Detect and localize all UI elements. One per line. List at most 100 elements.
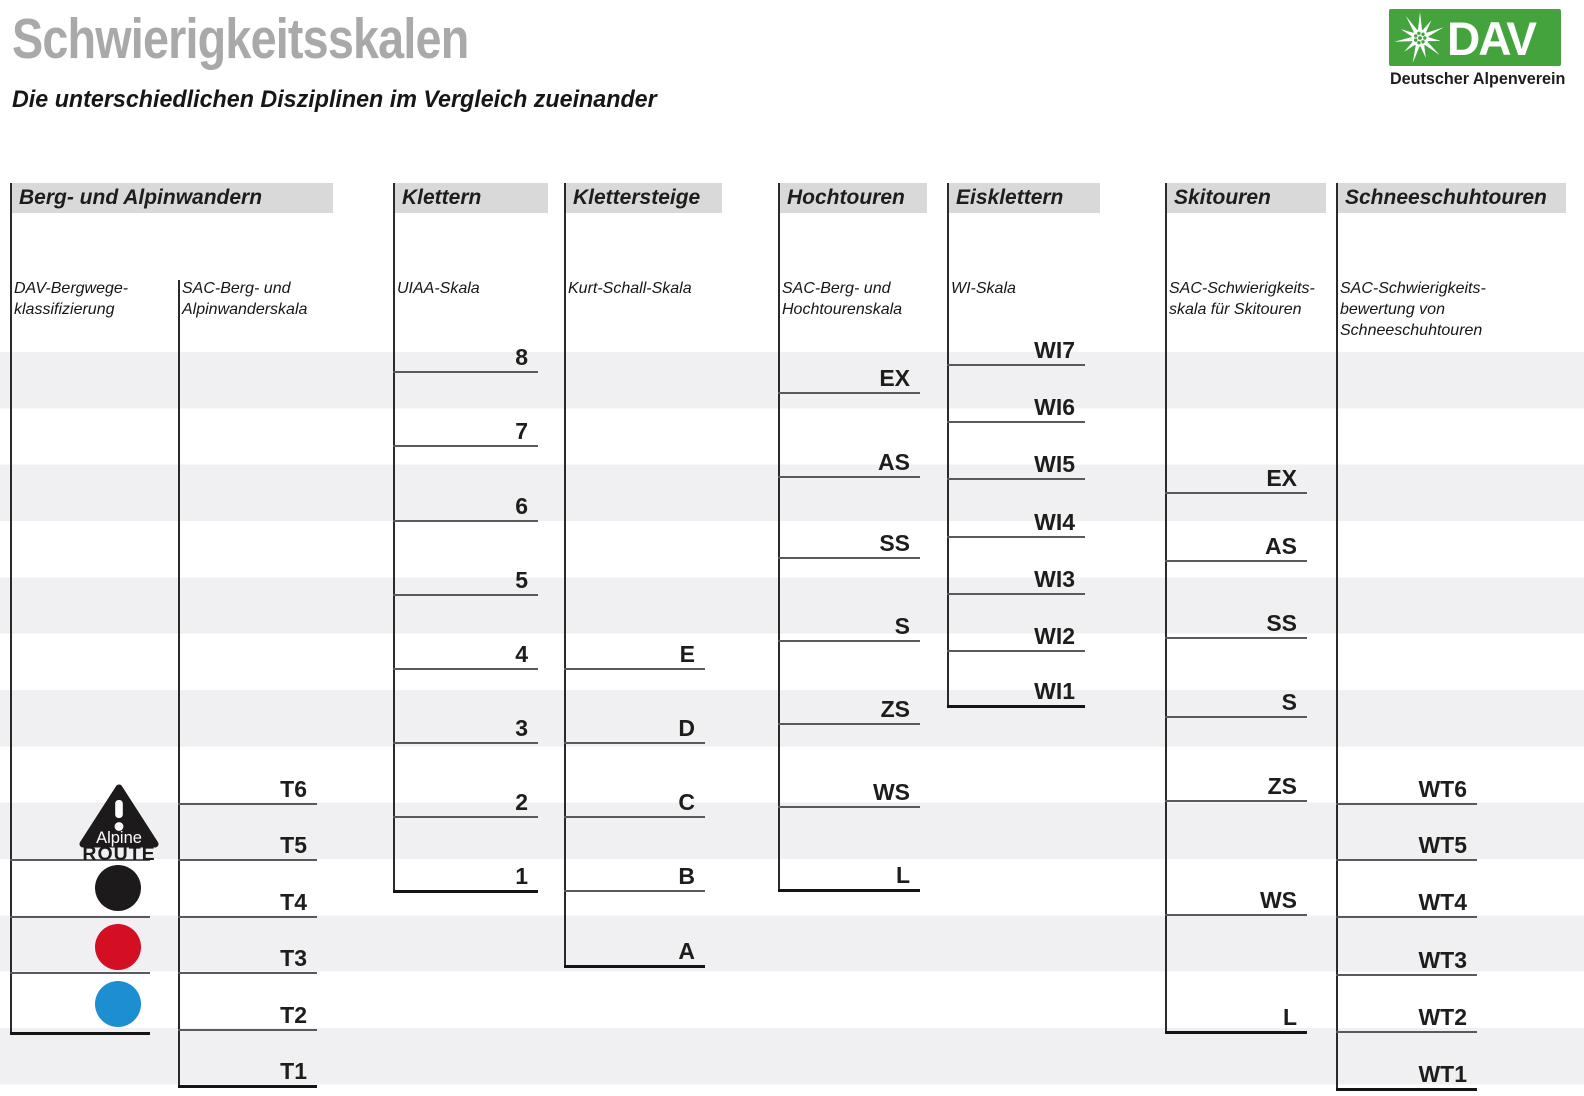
grade-line-sac-hochtourenskala-L xyxy=(778,889,920,892)
grade-label-sac-skitourenskala-WS: WS xyxy=(1259,886,1297,913)
grade-label-sac-alpinwanderskala-T6: T6 xyxy=(280,775,307,802)
grade-label-uiaa-skala-1: 1 xyxy=(515,862,528,889)
grade-line-uiaa-skala-5 xyxy=(393,594,538,596)
grade-line-uiaa-skala-7 xyxy=(393,445,538,447)
grade-label-sac-schneeschuhskala-WT1: WT1 xyxy=(1418,1060,1467,1087)
grade-label-sac-alpinwanderskala-T3: T3 xyxy=(280,944,307,971)
grade-label-sac-skitourenskala-EX: EX xyxy=(1266,464,1297,491)
column-header-klettersteige: Klettersteige xyxy=(564,183,722,213)
grade-line-sac-schneeschuhskala-WT3 xyxy=(1336,974,1477,976)
scale-caption-sac-schneeschuhskala: SAC-Schwierigkeits- bewertung von Schnee… xyxy=(1340,280,1486,339)
grade-label-wi-skala-WI6: WI6 xyxy=(1034,393,1075,420)
grade-line-uiaa-skala-8 xyxy=(393,371,538,373)
grade-label-sac-hochtourenskala-S: S xyxy=(894,612,910,639)
grade-line-wi-skala-WI2 xyxy=(947,650,1085,652)
red-dot-icon xyxy=(95,924,141,970)
grade-line-sac-hochtourenskala-AS xyxy=(778,476,920,478)
grade-line-kurt-schall-skala-D xyxy=(564,742,705,744)
grade-label-sac-skitourenskala-ZS: ZS xyxy=(1267,772,1297,799)
scale-border-sac-skitourenskala xyxy=(1165,183,1167,1031)
grade-label-uiaa-skala-5: 5 xyxy=(515,566,528,593)
grade-line-sac-schneeschuhskala-WT5 xyxy=(1336,859,1477,861)
grade-label-sac-alpinwanderskala-T2: T2 xyxy=(280,1001,307,1028)
grade-line-sac-skitourenskala-S xyxy=(1165,716,1307,718)
grade-label-sac-schneeschuhskala-WT6: WT6 xyxy=(1418,775,1467,802)
grade-line-sac-hochtourenskala-EX xyxy=(778,392,920,394)
scale-caption-sac-hochtourenskala: SAC-Berg- und Hochtourenskala xyxy=(782,280,903,318)
grade-label-sac-schneeschuhskala-WT3: WT3 xyxy=(1418,946,1467,973)
grade-label-sac-alpinwanderskala-T1: T1 xyxy=(280,1057,307,1084)
grade-label-uiaa-skala-2: 2 xyxy=(515,788,528,815)
dav-logo-caption: Deutscher Alpenverein xyxy=(1390,69,1566,88)
grade-line-kurt-schall-skala-A xyxy=(564,965,705,968)
grade-line-wi-skala-WI7 xyxy=(947,364,1085,366)
scale-caption-uiaa-skala: UIAA-Skala xyxy=(397,280,480,297)
grade-label-sac-alpinwanderskala-T4: T4 xyxy=(280,888,307,915)
grade-line-sac-skitourenskala-EX xyxy=(1165,492,1307,494)
grade-line-sac-skitourenskala-WS xyxy=(1165,914,1307,916)
grade-label-sac-alpinwanderskala-T5: T5 xyxy=(280,831,307,858)
grade-line-wi-skala-WI1 xyxy=(947,705,1085,708)
grade-line-wi-skala-WI3 xyxy=(947,593,1085,595)
scale-border-dav-bergwegeklassifizierung xyxy=(10,183,12,1032)
grade-label-sac-hochtourenskala-SS: SS xyxy=(879,529,910,556)
column-header-hochtouren: Hochtouren xyxy=(778,183,927,213)
page-title: Schwierigkeitsskalen xyxy=(12,7,469,71)
grade-label-wi-skala-WI4: WI4 xyxy=(1034,508,1075,535)
grade-line-sac-skitourenskala-L xyxy=(1165,1031,1307,1034)
svg-text:ROUTE: ROUTE xyxy=(82,843,155,862)
scale-border-uiaa-skala xyxy=(393,183,395,890)
grade-line-sac-hochtourenskala-S xyxy=(778,640,920,642)
grade-line-sac-alpinwanderskala-T4 xyxy=(178,916,317,918)
grade-label-sac-skitourenskala-AS: AS xyxy=(1265,532,1297,559)
scale-caption-dav-bergwegeklassifizierung: DAV-Bergwege- klassifizierung xyxy=(14,280,129,318)
grade-line-sac-schneeschuhskala-WT2 xyxy=(1336,1031,1477,1033)
grade-label-uiaa-skala-6: 6 xyxy=(515,492,528,519)
grade-line-sac-skitourenskala-ZS xyxy=(1165,800,1307,802)
grade-label-sac-hochtourenskala-EX: EX xyxy=(879,364,910,391)
scale-border-sac-hochtourenskala xyxy=(778,183,780,889)
blue-dot-icon xyxy=(95,981,141,1027)
grade-label-uiaa-skala-4: 4 xyxy=(515,640,528,667)
grade-line-kurt-schall-skala-E xyxy=(564,668,705,670)
grade-label-sac-schneeschuhskala-WT2: WT2 xyxy=(1418,1003,1467,1030)
grade-label-sac-hochtourenskala-L: L xyxy=(895,861,910,888)
black-dot-icon xyxy=(95,865,141,911)
scale-caption-wi-skala: WI-Skala xyxy=(951,280,1016,297)
page-subtitle: Die unterschiedlichen Disziplinen im Ver… xyxy=(12,86,657,113)
scale-caption-sac-alpinwanderskala: SAC-Berg- und Alpinwanderskala xyxy=(182,280,308,318)
separator-line-dav-bergwegeklassifizierung-2 xyxy=(10,972,150,974)
grade-line-sac-hochtourenskala-SS xyxy=(778,557,920,559)
grade-label-sac-skitourenskala-L: L xyxy=(1282,1003,1297,1030)
grade-label-wi-skala-WI3: WI3 xyxy=(1034,565,1075,592)
grade-line-sac-alpinwanderskala-T2 xyxy=(178,1029,317,1031)
grade-line-sac-alpinwanderskala-T3 xyxy=(178,972,317,974)
grade-line-sac-alpinwanderskala-T5 xyxy=(178,859,317,861)
grade-line-uiaa-skala-1 xyxy=(393,890,538,893)
svg-text:Alpine: Alpine xyxy=(96,829,142,847)
grade-line-sac-schneeschuhskala-WT4 xyxy=(1336,916,1477,918)
grade-label-sac-schneeschuhskala-WT5: WT5 xyxy=(1418,831,1467,858)
grade-line-sac-skitourenskala-SS xyxy=(1165,637,1307,639)
grade-line-kurt-schall-skala-B xyxy=(564,890,705,892)
grade-label-uiaa-skala-3: 3 xyxy=(515,714,528,741)
scale-caption-sac-skitourenskala: SAC-Schwierigkeits- skala für Skitouren xyxy=(1169,280,1315,318)
scale-border-kurt-schall-skala xyxy=(564,183,566,965)
scale-border-sac-schneeschuhskala xyxy=(1336,183,1338,1088)
grade-label-sac-hochtourenskala-AS: AS xyxy=(878,448,910,475)
grade-label-sac-skitourenskala-SS: SS xyxy=(1266,609,1297,636)
grade-label-wi-skala-WI1: WI1 xyxy=(1034,677,1075,704)
grade-label-kurt-schall-skala-E: E xyxy=(679,640,695,667)
scale-border-sac-alpinwanderskala xyxy=(178,280,180,1085)
background-stripes xyxy=(0,352,1584,1085)
grade-line-sac-alpinwanderskala-T1 xyxy=(178,1085,317,1088)
grade-line-kurt-schall-skala-C xyxy=(564,816,705,818)
grade-line-uiaa-skala-6 xyxy=(393,520,538,522)
grade-label-sac-hochtourenskala-ZS: ZS xyxy=(880,695,910,722)
dav-logo: DAV xyxy=(1389,9,1561,66)
grade-label-wi-skala-WI7: WI7 xyxy=(1034,336,1075,363)
grade-label-kurt-schall-skala-C: C xyxy=(678,788,695,815)
separator-line-dav-bergwegeklassifizierung-3 xyxy=(10,1032,150,1035)
grade-line-sac-alpinwanderskala-T6 xyxy=(178,803,317,805)
